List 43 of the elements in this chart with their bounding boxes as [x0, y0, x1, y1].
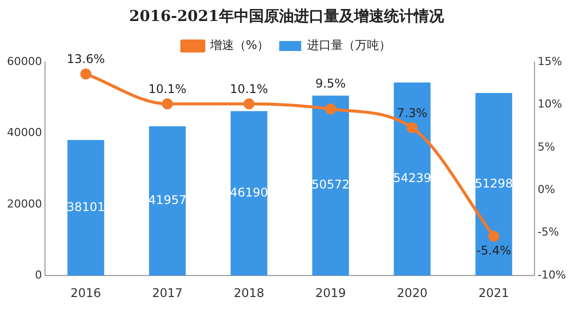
y-tick-label: 60000: [6, 54, 42, 68]
data-label: 50572: [311, 178, 350, 192]
point: [80, 68, 92, 80]
y2-tick-label: 0%: [538, 183, 556, 196]
x-tick-label: 2019: [315, 286, 346, 300]
point: [325, 103, 336, 114]
x-tick-label: 2018: [234, 286, 264, 300]
data-label: 13.6%: [66, 52, 105, 66]
bar: [312, 96, 349, 276]
x-tick-label: 2021: [478, 286, 510, 300]
data-label: -5.4%: [476, 243, 512, 258]
data-label: 46190: [230, 186, 268, 200]
bar: [394, 82, 431, 276]
point: [162, 98, 173, 110]
point: [488, 230, 500, 242]
bar: [149, 126, 186, 276]
y-tick-label: 20000: [6, 197, 42, 210]
point: [406, 122, 418, 134]
point: [243, 98, 254, 110]
data-label: 10.1%: [230, 82, 268, 96]
x-tick-label: 2017: [152, 286, 183, 300]
chart-title: 2016-2021年中国原油进口量及增速统计情况: [129, 6, 445, 25]
legend-label: 增速（%）: [208, 38, 270, 52]
y2-tick-label: 5%: [538, 140, 556, 154]
bar: [230, 111, 268, 276]
data-label: 41957: [148, 193, 186, 208]
legend-label: 进口量（万吨）: [307, 38, 392, 52]
data-label: 54239: [393, 171, 432, 186]
data-label: 9.5%: [315, 76, 346, 91]
bar: [475, 92, 512, 276]
data-label: 10.1%: [148, 82, 186, 96]
x-tick-label: 2016: [70, 286, 102, 300]
bar: [67, 140, 104, 276]
y2-tick-label: 10%: [538, 98, 562, 111]
data-label: 51298: [474, 176, 513, 190]
y2-tick-label: -10%: [538, 268, 566, 282]
y-tick-label: 0: [34, 268, 42, 282]
data-label: 7.3%: [396, 106, 428, 120]
y2-tick-label: 15%: [538, 54, 562, 68]
data-label: 38101: [66, 200, 105, 214]
x-tick-label: 2020: [396, 286, 428, 300]
y2-tick-label: -5%: [538, 226, 560, 239]
y-tick-label: 40000: [6, 126, 42, 140]
